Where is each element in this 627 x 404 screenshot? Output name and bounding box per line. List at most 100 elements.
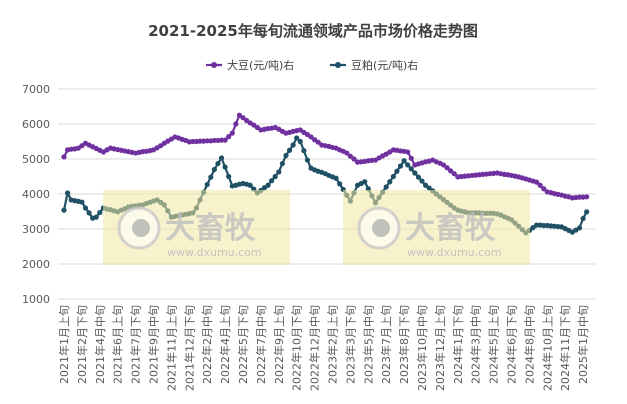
data-point bbox=[541, 222, 547, 229]
x-tick-label: 2024年11月下旬 bbox=[558, 305, 572, 391]
x-tick-label: 2023年7月上旬 bbox=[379, 305, 393, 384]
data-point bbox=[337, 181, 343, 187]
data-point bbox=[265, 182, 271, 188]
data-point bbox=[229, 130, 235, 136]
x-tick-label: 2021年2月下旬 bbox=[75, 305, 89, 384]
x-tick-label: 2022年5月下旬 bbox=[236, 305, 250, 384]
x-axis-ticks: 2021年1月上旬 2021年2月下旬 2021年4月中旬 2021年6月上旬 2021… bbox=[57, 305, 590, 391]
y-tick-label: 4000 bbox=[22, 188, 50, 201]
data-point bbox=[61, 154, 67, 160]
x-tick-label: 2021年4月中旬 bbox=[93, 305, 107, 384]
data-point bbox=[226, 173, 232, 180]
data-point bbox=[240, 115, 246, 121]
series-soybean bbox=[61, 112, 590, 201]
x-tick-label: 2023年8月下旬 bbox=[397, 305, 411, 384]
x-tick-label: 2021年1月上旬 bbox=[57, 305, 71, 384]
data-point bbox=[279, 160, 285, 167]
data-point bbox=[222, 164, 228, 170]
data-point bbox=[419, 178, 425, 184]
x-tick-label: 2024年6月下旬 bbox=[505, 305, 519, 384]
data-point bbox=[405, 149, 411, 155]
data-point bbox=[351, 156, 357, 162]
legend: 大豆(元/吨)右 豆粕(元/吨)右 bbox=[206, 58, 418, 72]
data-point bbox=[401, 158, 407, 164]
watermark-url: www.dxumu.com bbox=[167, 246, 262, 259]
data-point bbox=[286, 147, 293, 153]
y-tick-label: 5000 bbox=[22, 153, 50, 166]
data-point bbox=[390, 173, 396, 180]
x-tick-label: 2023年2月上旬 bbox=[326, 305, 340, 384]
data-point bbox=[64, 190, 71, 196]
x-tick-label: 2021年12月下旬 bbox=[182, 305, 196, 391]
data-point bbox=[415, 174, 422, 180]
x-tick-label: 2023年10月中旬 bbox=[415, 305, 429, 391]
data-point bbox=[211, 166, 217, 173]
data-point bbox=[576, 225, 583, 231]
data-point bbox=[533, 179, 540, 185]
data-point bbox=[344, 150, 350, 156]
data-point bbox=[301, 148, 307, 154]
data-point bbox=[204, 138, 210, 144]
data-point bbox=[584, 194, 590, 200]
data-point bbox=[333, 175, 339, 181]
x-tick-label: 2022年4月上旬 bbox=[218, 305, 232, 384]
data-point bbox=[93, 214, 99, 220]
data-point bbox=[190, 138, 196, 145]
legend-marker bbox=[211, 62, 217, 68]
data-point bbox=[440, 162, 447, 168]
data-point bbox=[218, 155, 225, 161]
data-point bbox=[541, 186, 547, 192]
series-line bbox=[63, 114, 587, 199]
data-point bbox=[362, 179, 368, 185]
data-point bbox=[211, 137, 217, 144]
data-point bbox=[397, 163, 404, 169]
watermark-url: www.dxumu.com bbox=[407, 246, 502, 259]
data-point bbox=[61, 207, 67, 213]
data-point bbox=[315, 139, 321, 145]
x-tick-label: 2021年9月中旬 bbox=[147, 305, 161, 384]
data-point bbox=[405, 162, 411, 168]
data-point bbox=[204, 181, 210, 188]
legend-label: 大豆(元/吨)右 bbox=[227, 58, 294, 72]
x-tick-label: 2022年7月中旬 bbox=[254, 305, 268, 384]
data-point bbox=[233, 121, 239, 127]
data-point bbox=[218, 137, 225, 143]
data-point bbox=[584, 209, 590, 215]
data-point bbox=[451, 171, 457, 177]
data-point bbox=[444, 165, 450, 171]
data-point bbox=[86, 210, 92, 216]
x-tick-label: 2024年5月上旬 bbox=[487, 305, 501, 384]
data-point bbox=[537, 182, 543, 188]
x-tick-label: 2024年3月中旬 bbox=[469, 305, 483, 384]
data-point bbox=[269, 178, 275, 184]
data-point bbox=[276, 169, 282, 175]
data-point bbox=[97, 209, 103, 216]
data-point bbox=[197, 138, 203, 144]
data-point bbox=[208, 174, 214, 180]
y-axis-ticks: 1000 2000 3000 4000 5000 6000 7000 bbox=[22, 83, 50, 306]
watermark-logo-text: 大畜牧 bbox=[405, 211, 496, 246]
legend-marker bbox=[335, 62, 341, 68]
chart-title: 2021-2025年每旬流通领域产品市场价格走势图 bbox=[148, 22, 478, 40]
data-point bbox=[580, 215, 586, 222]
data-point bbox=[426, 185, 432, 191]
y-tick-label: 7000 bbox=[22, 83, 50, 96]
data-point bbox=[247, 182, 253, 188]
x-tick-label: 2022年9月上旬 bbox=[272, 305, 286, 384]
y-tick-label: 1000 bbox=[22, 293, 50, 306]
data-point bbox=[576, 194, 583, 200]
data-point bbox=[394, 168, 400, 174]
data-point bbox=[533, 222, 540, 228]
data-point bbox=[297, 138, 303, 145]
data-point bbox=[283, 152, 289, 159]
x-tick-label: 2022年2月中旬 bbox=[200, 305, 214, 384]
x-tick-label: 2023年3月下旬 bbox=[343, 305, 357, 384]
legend-item: 豆粕(元/吨)右 bbox=[330, 58, 418, 72]
data-point bbox=[215, 160, 221, 167]
data-point bbox=[448, 168, 454, 174]
data-point bbox=[347, 153, 353, 159]
